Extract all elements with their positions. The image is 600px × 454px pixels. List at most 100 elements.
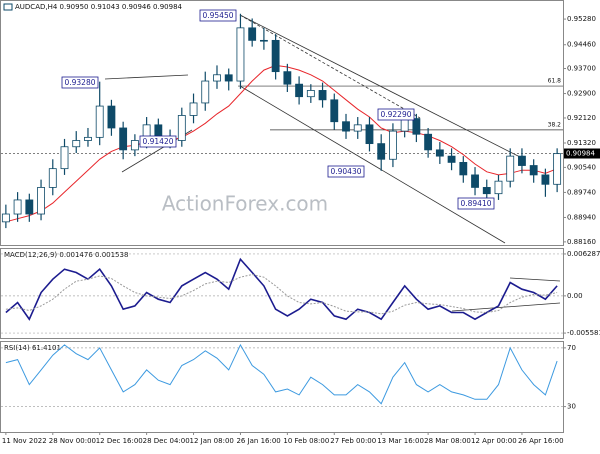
candle-body [435,149,444,157]
candle-body [201,80,210,104]
chart-title: AUDCAD,H4 0.90950 0.91043 0.90946 0.9098… [15,3,183,11]
y-tick-label: 0.00 [567,292,583,300]
trendlines [104,14,561,312]
y-tick-label: 0.94460 [567,41,596,49]
candle-body [60,146,69,170]
candle-body [177,115,186,141]
indicator-line [5,343,558,405]
y-tick-label: 0.92120 [567,114,596,122]
candle-body [389,130,397,160]
watermark: ActionForex.com [162,192,328,216]
fib-label: 38.2 [548,121,562,128]
x-tick-label: 12 Dec 16:00 [96,437,143,445]
candle-body [353,124,362,132]
y-tick-label: 0.92900 [567,90,596,98]
x-tick-label: 27 Feb 00:00 [330,437,376,445]
y-tick-label: 0.89740 [567,188,596,196]
x-tick-label: 26 Jan 16:00 [236,437,280,445]
candle-body [119,127,128,151]
y-tick-label: 70 [567,344,576,352]
y-tick-label: 0.88160 [567,238,596,246]
macd-panel-frame [0,248,564,339]
candle-body [482,187,491,195]
y-tick-label: 30 [567,403,576,411]
channel-top [239,14,523,159]
y-tick-label: 0.006287 [567,250,600,258]
candle-body [412,118,421,135]
x-tick-label: 28 Dec 04:00 [143,437,190,445]
candle-body [248,27,257,41]
annotation-box [199,9,237,22]
y-tick-label: 0.88940 [567,213,596,221]
y-tick-label: 0.90540 [567,163,596,171]
candle-body [529,165,538,176]
annotation-box [327,165,365,178]
macd-bottom [451,302,561,312]
candle-body [72,140,81,148]
candle-body [236,27,245,82]
annotation-label: 0.95450 [202,11,233,20]
candle-body [424,133,433,151]
candle-body [365,124,374,145]
main-panel-frame [0,0,564,246]
macd-top [509,277,561,282]
x-tick-label: 12 Jan 08:00 [190,437,234,445]
candle-body [541,174,550,185]
rsi-title: RSI(14) 61.4101 [4,344,61,352]
indicator-line [5,257,558,321]
candle-body [330,99,339,123]
indicator-line [5,273,558,315]
candle-body [130,140,139,151]
x-tick-label: 12 Apr 00:00 [471,437,517,445]
candle-body [306,90,315,98]
candle-body [13,199,22,215]
candle-body [154,124,163,138]
candle-body [518,155,526,166]
annotation-box [61,76,99,89]
annotation-label: 0.93280 [64,78,95,87]
x-tick-label: 28 Mar 08:00 [424,437,471,445]
candle-body [189,102,198,116]
x-tick-label: 13 Mar 16:00 [377,437,424,445]
candle-body [342,121,350,132]
x-tick-label: 11 Nov 2022 [2,437,47,445]
candle-body [95,105,104,138]
title-row: AUDCAD,H4 0.90950 0.91043 0.90946 0.9098… [3,3,183,11]
candle-body [318,90,327,101]
candle-body [400,118,409,132]
candle-body [283,71,292,85]
candle-body [459,161,468,176]
annotation-label: 0.91420 [142,137,173,146]
x-tick-label: 26 Apr 16:00 [518,437,564,445]
wedge-top [104,74,189,80]
fib-label: 61.8 [548,78,562,85]
moving-average [5,64,558,223]
last-price-label: 0.90984 [566,150,595,158]
candle-body [494,180,503,195]
candle-body [37,187,45,215]
y-tick-label: 0.93700 [567,65,596,73]
candle-body [553,153,562,185]
y-tick-label: 0.95280 [567,15,596,23]
y-tick-label: 0.91320 [567,139,596,147]
y-tick-label: -0.005581 [567,329,600,337]
candle-body [471,174,479,188]
annotation-label: 0.89410 [460,199,491,208]
candle-body [447,155,456,163]
annotation-box [377,108,415,121]
candle-body [259,39,268,42]
candle-body [213,74,221,82]
annotation-box [139,135,177,148]
x-tick-label: 28 Nov 00:00 [49,437,96,445]
candle-body [295,83,304,98]
candle-body [377,143,386,160]
candle-body [224,74,233,82]
candle-body [1,213,10,223]
candle-body [107,105,116,129]
candle-body [506,155,515,182]
candle-body [84,136,92,141]
candle-body [271,39,280,73]
x-tick-label: 10 Feb 08:00 [283,437,329,445]
